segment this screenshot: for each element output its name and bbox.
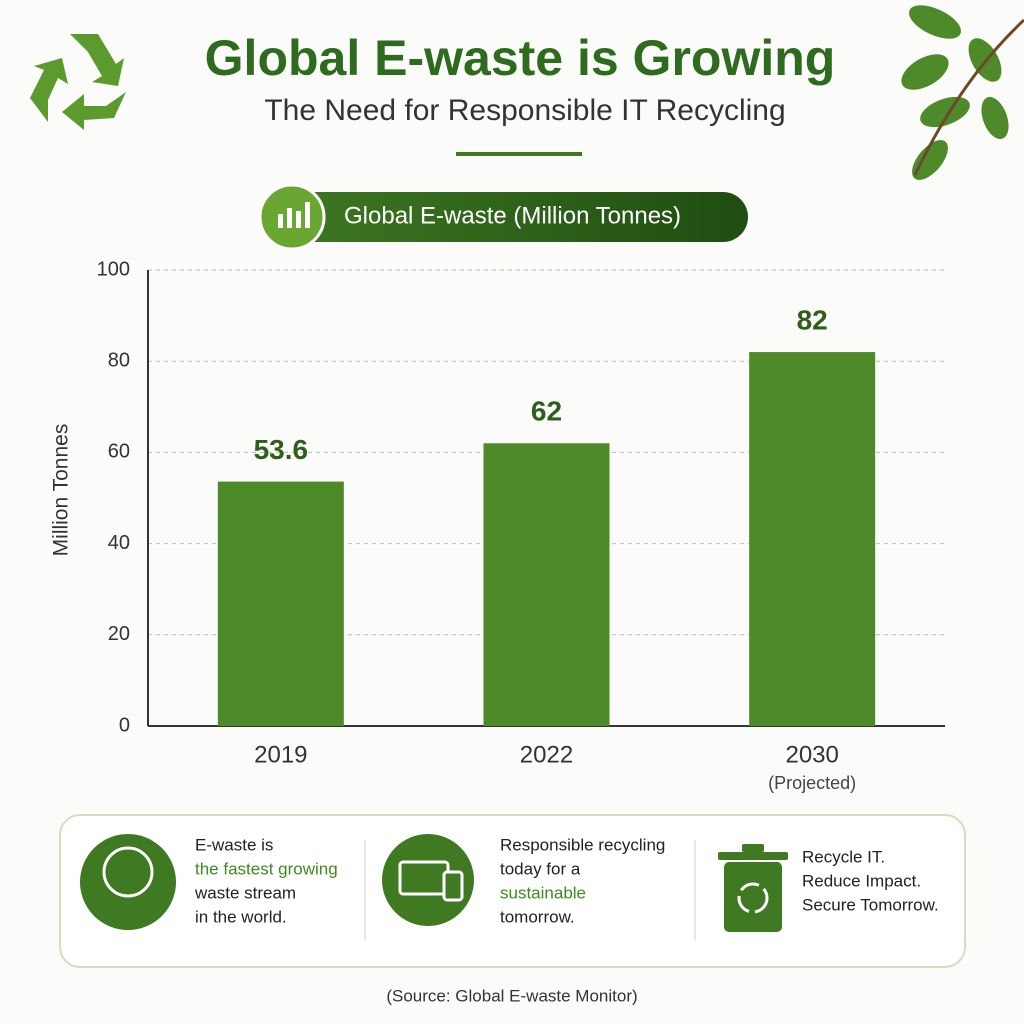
y-tick-label: 40 [108,532,130,554]
globe-icon [80,834,176,930]
recycle-logo [30,34,126,130]
bin-lid [718,852,788,860]
device-icon [382,834,474,926]
leaves [901,5,1024,180]
bar [483,443,610,726]
y-tick-label: 80 [108,349,130,371]
panel-text: E-waste is [195,835,273,854]
panel-highlight: sustainable [500,883,586,902]
divider [456,152,582,156]
chart-title: Global E-waste (Million Tonnes) [344,202,681,229]
panel-text: Secure Tomorrow. [802,895,939,914]
panel-highlight: the fastest growing [195,859,338,878]
y-tick-label: 60 [108,441,130,463]
value-label: 62 [531,396,562,427]
bin-icon [724,862,782,932]
bin-handle [742,844,764,852]
bar [217,481,344,726]
y-tick-label: 100 [97,258,130,280]
bin-recycle [737,882,769,914]
phone-icon [442,870,464,902]
y-axis-label: Million Tonnes [50,424,73,557]
panel-text: Responsible recycling [500,835,665,854]
chart-icon-bars [278,202,310,228]
value-label: 82 [797,304,828,335]
panel-text: today for a [500,859,581,878]
panel-text: Recycle IT. [802,847,885,866]
x-tick-label: 2022 [520,741,573,768]
subtitle: The Need for Responsible IT Recycling [264,94,785,127]
y-tick-label: 0 [119,714,130,736]
panel-text: Reduce Impact. [802,871,921,890]
panel-text: tomorrow. [500,907,575,926]
bar [749,352,876,726]
category-note: (Projected) [768,773,856,793]
y-tick-label: 20 [108,623,130,645]
chart-badge [262,192,748,242]
panel-text: in the world. [195,907,287,926]
panel-text: waste stream [194,883,296,902]
globe-icon-ring [102,846,154,898]
x-tick-label: 2030 [785,741,838,768]
title: Global E-waste is Growing [205,30,836,86]
value-label: 53.6 [254,434,309,465]
x-tick-label: 2019 [254,741,307,768]
source: (Source: Global E-waste Monitor) [386,986,637,1005]
